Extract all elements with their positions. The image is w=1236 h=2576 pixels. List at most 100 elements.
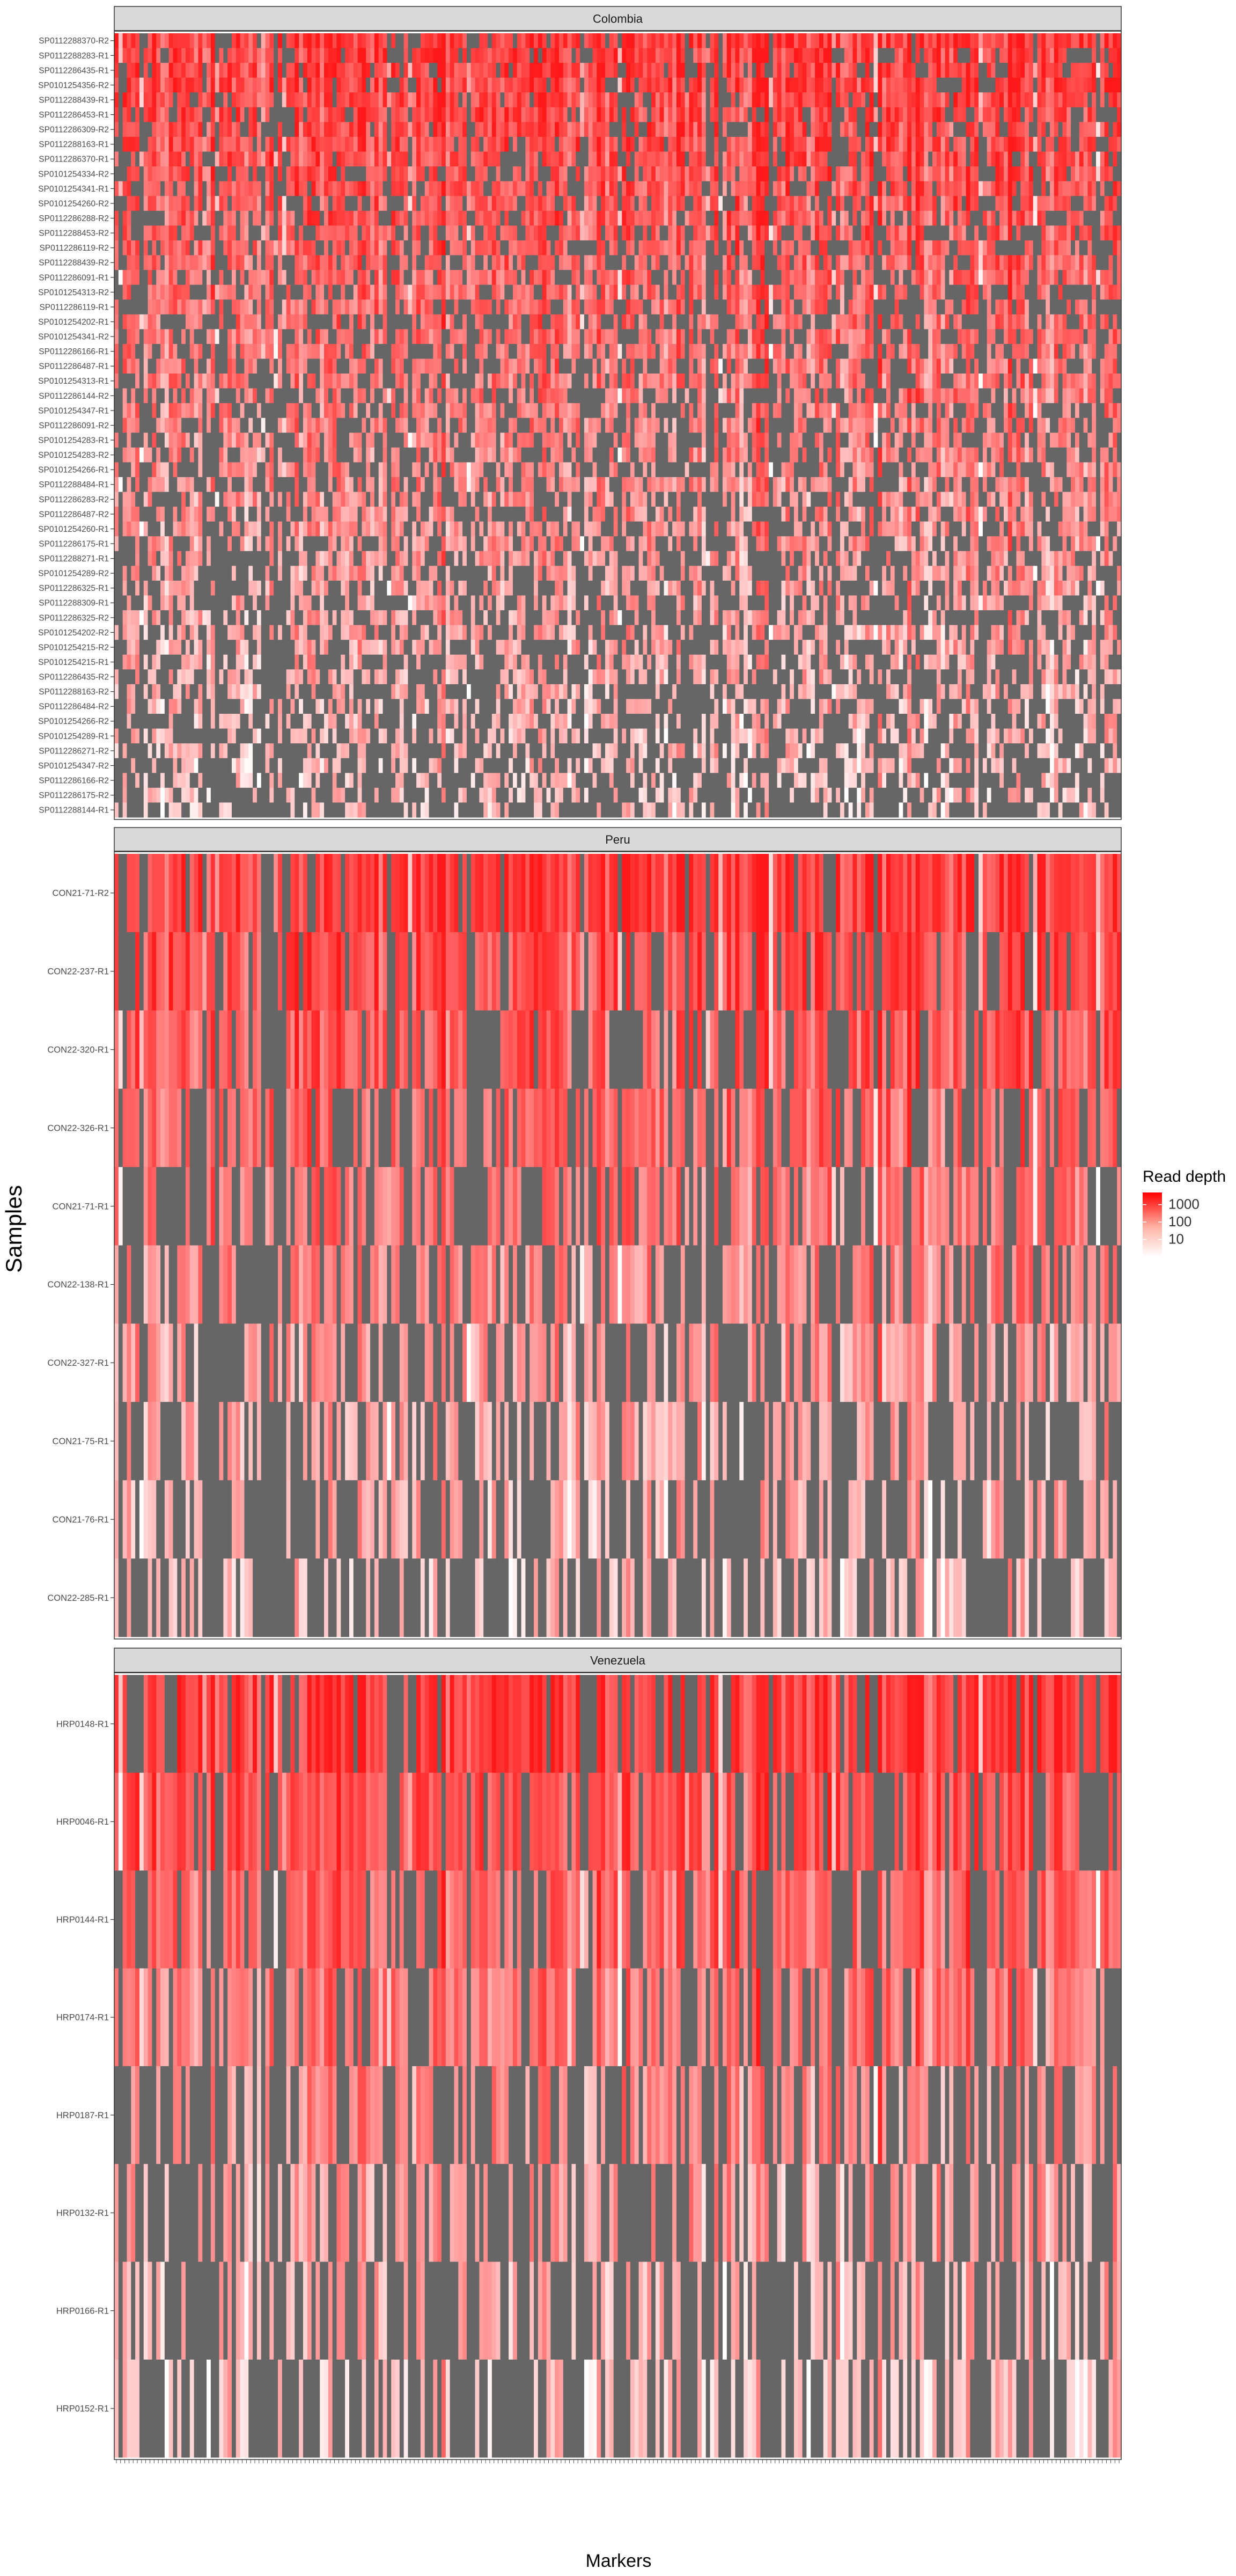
heatmap-cell (735, 181, 740, 196)
heatmap-cell (919, 255, 924, 270)
heatmap-cell (882, 136, 887, 152)
heatmap-cell (512, 314, 518, 330)
heatmap-cell (626, 63, 631, 78)
heatmap-cell (202, 255, 207, 270)
heatmap-cell (747, 314, 753, 330)
heatmap-cell (378, 48, 383, 63)
heatmap-cell (899, 92, 903, 108)
heatmap-cell (815, 33, 820, 48)
heatmap-cell (802, 48, 807, 63)
heatmap-cell (852, 284, 857, 300)
heatmap-cell (1079, 122, 1084, 137)
heatmap-cell (152, 151, 157, 167)
heatmap-cell (878, 255, 882, 270)
heatmap-cell (718, 255, 723, 270)
heatmap-cell (412, 122, 417, 137)
heatmap-cell (785, 77, 790, 93)
heatmap-cell (240, 92, 245, 108)
heatmap-cell (1054, 107, 1059, 122)
heatmap-cell (1016, 284, 1021, 300)
heatmap-cell (290, 33, 295, 48)
heatmap-cell (470, 122, 475, 137)
heatmap-cell (613, 33, 618, 48)
heatmap-cell (739, 77, 744, 93)
heatmap-cell (815, 270, 820, 286)
heatmap-cell (345, 77, 350, 93)
heatmap-cell (261, 299, 266, 315)
heatmap-cell (488, 92, 492, 108)
heatmap-cell (735, 63, 740, 78)
heatmap-cell (949, 122, 954, 137)
heatmap-cell (370, 329, 375, 345)
heatmap-cell (231, 92, 237, 108)
heatmap-cell (504, 77, 509, 93)
heatmap-cell (1025, 107, 1029, 122)
heatmap-cell (592, 122, 597, 137)
heatmap-cell (936, 136, 941, 152)
heatmap-cell (764, 151, 769, 167)
heatmap-cell (387, 329, 392, 345)
heatmap-cell (865, 107, 870, 122)
heatmap-cell (848, 107, 853, 122)
heatmap-cell (836, 181, 841, 196)
heatmap-cell (164, 33, 170, 48)
heatmap-cell (647, 107, 652, 122)
heatmap-cell (924, 107, 929, 122)
heatmap-cell (324, 92, 329, 108)
heatmap-cell (567, 136, 572, 152)
heatmap-cell (122, 48, 127, 63)
heatmap-cell (336, 92, 341, 108)
heatmap-cell (949, 63, 954, 78)
heatmap-cell (882, 122, 887, 137)
heatmap-cell (647, 240, 652, 255)
heatmap-cell (462, 225, 467, 241)
heatmap-cell (970, 314, 975, 330)
heatmap-cell (517, 196, 522, 211)
heatmap-cell (815, 284, 820, 300)
heatmap-cell (685, 92, 689, 108)
heatmap-cell (403, 314, 408, 330)
heatmap-cell (961, 299, 967, 315)
heatmap-cell (790, 210, 794, 226)
heatmap-cell (731, 210, 735, 226)
heatmap-cell (303, 63, 308, 78)
heatmap-cell (227, 33, 232, 48)
heatmap-cell (878, 166, 882, 182)
heatmap-cell (1117, 210, 1122, 226)
heatmap-cell (399, 122, 404, 137)
heatmap-cell (995, 166, 1000, 182)
heatmap-cell (680, 48, 686, 63)
heatmap-cell (303, 48, 308, 63)
heatmap-cell (231, 181, 237, 196)
heatmap-cell (739, 270, 744, 286)
heatmap-cell (307, 299, 312, 315)
heatmap-cell (189, 225, 194, 241)
heatmap-cell (504, 240, 509, 255)
heatmap-cell (1100, 92, 1105, 108)
heatmap-cell (349, 210, 354, 226)
heatmap-cell (475, 107, 480, 122)
heatmap-cell (584, 284, 589, 300)
heatmap-cell (651, 151, 656, 167)
heatmap-cell (470, 314, 475, 330)
heatmap-cell (315, 284, 320, 300)
heatmap-cell (148, 210, 152, 226)
heatmap-cell (274, 329, 278, 345)
heatmap-cell (756, 181, 761, 196)
heatmap-cell (710, 122, 715, 137)
heatmap-cell (961, 107, 967, 122)
heatmap-cell (143, 225, 148, 241)
heatmap-cell (559, 107, 564, 122)
heatmap-cell (278, 136, 283, 152)
heatmap-cell (798, 210, 803, 226)
heatmap-cell (957, 48, 962, 63)
heatmap-cell (542, 136, 547, 152)
heatmap-cell (643, 122, 648, 137)
heatmap-cell (592, 136, 597, 152)
heatmap-cell (315, 48, 320, 63)
heatmap-cell (1100, 107, 1105, 122)
heatmap-cell (559, 166, 564, 182)
heatmap-cell (772, 299, 778, 315)
heatmap-cell (982, 33, 988, 48)
heatmap-cell (286, 314, 291, 330)
